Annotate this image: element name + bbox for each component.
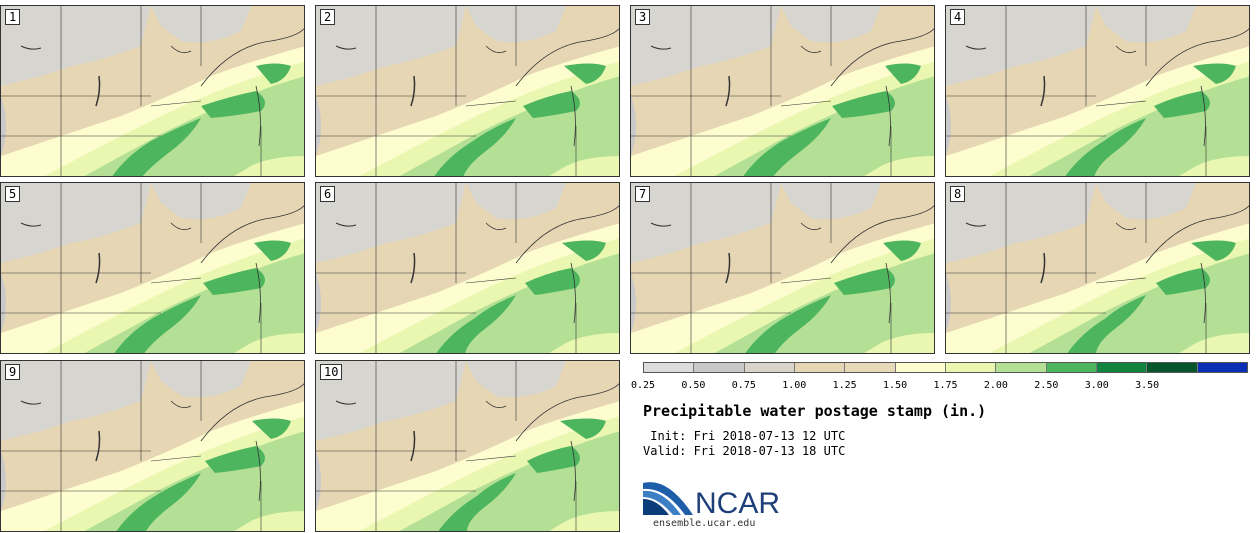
map-panel-3: 3 <box>630 5 935 177</box>
panel-label: 2 <box>320 9 336 25</box>
colorbar-tick-label: 0.75 <box>731 380 756 391</box>
colorbar-segment <box>1147 363 1198 372</box>
colorbar-segment <box>644 363 695 372</box>
chart-title: Precipitable water postage stamp (in.) <box>643 402 987 420</box>
site-url: ensemble.ucar.edu <box>653 518 756 529</box>
colorbar-segment <box>744 363 795 372</box>
map-panel-10: 10 <box>315 360 620 532</box>
colorbar-segment <box>845 363 896 372</box>
colorbar-tick-label: 0.25 <box>630 380 656 391</box>
panel-label: 6 <box>320 186 336 202</box>
colorbar-tick-label: 1.75 <box>933 380 958 391</box>
colorbar-tick-label: 0.50 <box>681 380 706 391</box>
colorbar-segment <box>694 363 745 372</box>
colorbar-tick-label: 1.50 <box>883 380 908 391</box>
map-panel-8: 8 <box>945 182 1250 354</box>
ncar-logo-text: NCAR <box>695 487 780 519</box>
colorbar-segment <box>996 363 1047 372</box>
colorbar <box>643 362 1248 373</box>
colorbar-segment <box>1046 363 1097 372</box>
colorbar-segment <box>895 363 946 372</box>
map-panel-5: 5 <box>0 182 305 354</box>
valid-time: Valid: Fri 2018-07-13 18 UTC <box>643 444 846 458</box>
map-panel-9: 9 <box>0 360 305 532</box>
panel-label: 10 <box>320 364 343 380</box>
map-panel-1: 1 <box>0 5 305 177</box>
colorbar-tick-label: 1.00 <box>782 380 807 391</box>
panel-label: 5 <box>5 186 21 202</box>
colorbar-tick-label: 1.25 <box>832 380 857 391</box>
panel-label: 3 <box>635 9 651 25</box>
colorbar-segment <box>1096 363 1148 372</box>
panel-label: 9 <box>5 364 21 380</box>
panel-label: 7 <box>635 186 651 202</box>
panel-label: 8 <box>950 186 966 202</box>
init-time: Init: Fri 2018-07-13 12 UTC <box>643 429 846 443</box>
colorbar-segment <box>945 363 997 372</box>
colorbar-segment <box>794 363 846 372</box>
colorbar-tick-label: 2.00 <box>983 380 1008 391</box>
map-panel-4: 4 <box>945 5 1250 177</box>
map-panel-7: 7 <box>630 182 935 354</box>
panel-label: 1 <box>5 9 21 25</box>
colorbar-ticks: 0.25 0.50 0.75 1.00 1.25 1.50 1.75 2.00 2.50 3.00… <box>0 380 1260 394</box>
panel-label: 4 <box>950 9 966 25</box>
colorbar-tick-label: 3.50 <box>1135 380 1160 391</box>
map-panel-6: 6 <box>315 182 620 354</box>
colorbar-tick-label: 2.50 <box>1034 380 1059 391</box>
ncar-logo: NCAR <box>643 477 793 523</box>
map-panel-2: 2 <box>315 5 620 177</box>
colorbar-tick-label: 3.00 <box>1084 380 1109 391</box>
colorbar-segment <box>1197 363 1247 372</box>
